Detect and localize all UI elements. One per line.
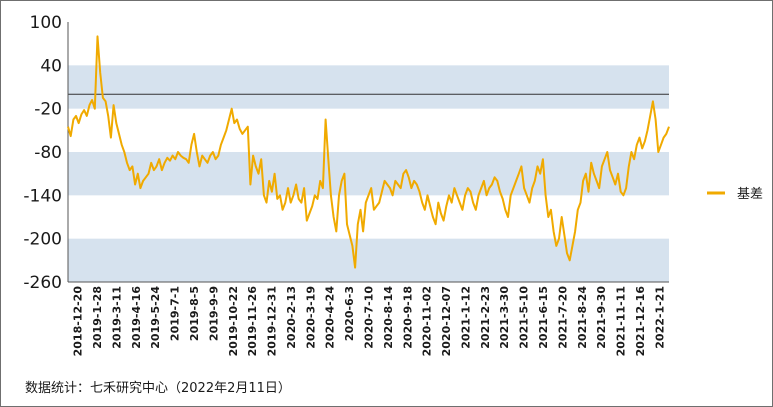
y-tick-label: -80 (34, 143, 62, 163)
x-tick-label: 2018-12-20 (72, 286, 85, 357)
x-tick-label: 2021-9-30 (595, 286, 608, 349)
y-tick-label: -260 (23, 273, 62, 293)
x-tick-label: 2019-8-5 (188, 286, 201, 341)
y-tick-label: -200 (23, 230, 62, 250)
band (68, 65, 669, 109)
x-tick-label: 2022-1-21 (653, 286, 666, 349)
x-tick-label: 2021-11-11 (615, 286, 628, 356)
band (68, 238, 669, 282)
x-tick-label: 2019-1-28 (91, 286, 104, 349)
y-tick-label: -20 (34, 100, 62, 120)
x-tick-label: 2020-3-19 (304, 286, 317, 349)
y-tick-label: -140 (23, 186, 62, 206)
x-tick-label: 2020-9-18 (401, 286, 414, 349)
x-tick-label: 2019-12-31 (266, 286, 279, 356)
x-tick-label: 2021-2-23 (479, 286, 492, 349)
x-tick-label: 2021-8-24 (576, 286, 589, 349)
series-line-jicha (67, 35, 670, 269)
x-tick-label: 2021-5-10 (518, 286, 531, 349)
y-tick-label: 100 (30, 13, 62, 33)
y-axis: 100 40 -20 -80 -140 -200 -260 (23, 13, 69, 293)
x-tick-label: 2019-7-1 (169, 286, 182, 341)
x-tick-label: 2021-12-16 (634, 286, 647, 357)
x-tick-label: 2020-6-3 (343, 286, 356, 341)
x-tick-label: 2020-12-07 (440, 286, 453, 356)
x-axis: 2018-12-20 2019-1-28 2019-3-11 2019-4-16 201… (68, 281, 669, 357)
x-tick-label: 2020-7-10 (363, 286, 376, 349)
band (68, 152, 669, 196)
x-tick-label: 2019-4-16 (130, 286, 143, 349)
x-tick-label: 2019-11-26 (246, 286, 259, 357)
x-tick-label: 2021-7-20 (556, 286, 569, 349)
x-tick-label: 2020-8-14 (382, 286, 395, 349)
background-bands (68, 65, 669, 282)
x-tick-label: 2020-11-02 (421, 286, 434, 356)
x-tick-label: 2019-10-22 (227, 286, 240, 356)
legend: 基差 (707, 187, 763, 202)
x-tick-label: 2019-9-9 (207, 286, 220, 341)
x-tick-label: 2021-1-12 (459, 286, 472, 349)
x-tick-label: 2021-6-15 (537, 286, 550, 349)
x-tick-label: 2021-3-30 (498, 286, 511, 349)
series-layer (67, 35, 670, 269)
legend-label-jicha: 基差 (737, 187, 763, 202)
data-source-note: 数据统计：七禾研究中心（2022年2月11日） (25, 381, 291, 396)
y-tick-label: 40 (40, 56, 62, 76)
x-tick-label: 2019-5-24 (149, 286, 162, 349)
x-tick-label: 2020-4-24 (324, 286, 337, 349)
x-tick-label: 2019-3-11 (110, 286, 123, 349)
x-tick-label: 2020-2-13 (285, 286, 298, 349)
